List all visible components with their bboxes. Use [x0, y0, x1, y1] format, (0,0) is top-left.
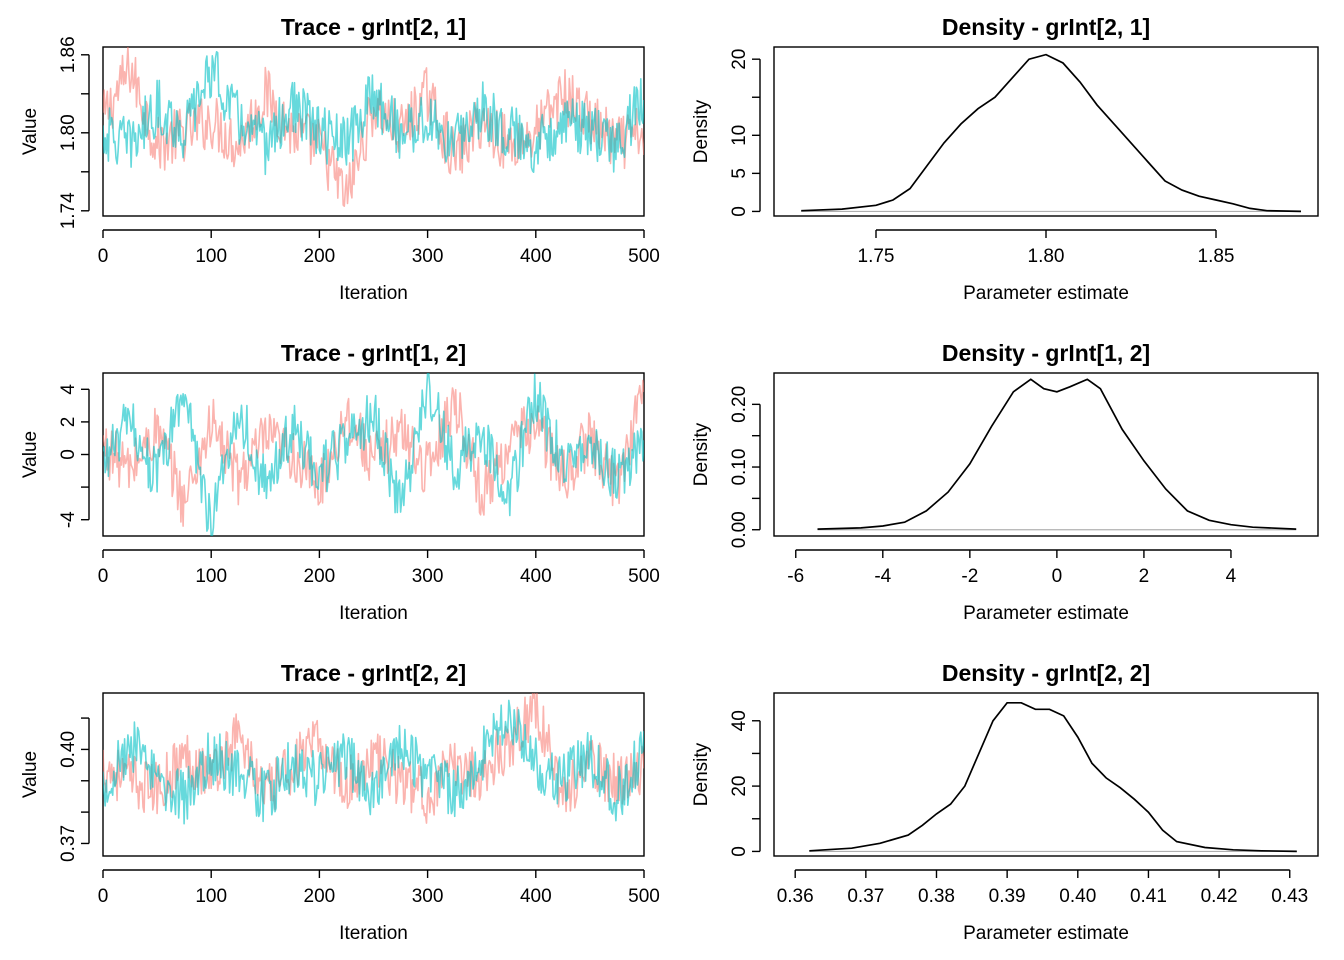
x-tick-label: 200: [304, 886, 336, 907]
x-axis-label: Iteration: [339, 603, 408, 624]
x-tick-label: 1.75: [858, 246, 895, 267]
x-tick-label: 500: [628, 886, 660, 907]
density-curve: [809, 701, 1297, 853]
x-tick-label: 100: [195, 566, 227, 587]
x-tick-label: 100: [195, 886, 227, 907]
y-tick-label: 0: [729, 206, 750, 217]
chart-title: Density - grInt[2, 2]: [942, 660, 1150, 686]
y-axis-label: Value: [20, 108, 41, 155]
x-axis-label: Parameter estimate: [963, 923, 1129, 944]
x-tick-label: 300: [412, 566, 444, 587]
x-tick-label: 0.39: [989, 886, 1026, 907]
x-tick-label: 0.37: [847, 886, 884, 907]
plot-frame: [773, 46, 1319, 217]
y-axis-label: Density: [691, 99, 712, 163]
panel-2: Density - grInt[2, 1] 1.75 1.80 1.85 Paramet…: [691, 14, 1319, 304]
x-tick-label: -4: [874, 566, 891, 587]
y-tick-label: 0: [729, 846, 750, 857]
panel-4: Density - grInt[1, 2] -6 -4 -2 0 2 4 Parameter …: [691, 340, 1319, 624]
chart-title: Trace - grInt[1, 2]: [281, 340, 466, 366]
chart-title: Trace - grInt[2, 2]: [281, 660, 466, 686]
chart-title: Density - grInt[2, 1]: [942, 14, 1150, 40]
density-curve: [801, 53, 1302, 213]
y-tick-label: 0.20: [729, 386, 750, 423]
y-tick-label: 2: [58, 417, 79, 428]
trace-series-chain-2: [103, 50, 644, 176]
x-tick-label: 0: [1052, 566, 1063, 587]
y-axis-label: Density: [691, 422, 712, 486]
x-tick-label: 0.41: [1130, 886, 1167, 907]
x-tick-label: 400: [520, 246, 552, 267]
y-tick-label: 0: [58, 449, 79, 460]
chart-title: Trace - grInt[2, 1]: [281, 14, 466, 40]
x-axis-label: Iteration: [339, 283, 408, 304]
y-axis-label: Value: [20, 431, 41, 478]
x-tick-label: 400: [520, 886, 552, 907]
x-tick-label: 2: [1139, 566, 1150, 587]
y-tick-label: 4: [58, 384, 79, 395]
y-axis-label: Density: [691, 742, 712, 806]
y-tick-label: 5: [729, 168, 750, 179]
trace-series-chain-2: [103, 373, 644, 536]
x-tick-label: 1.85: [1198, 246, 1235, 267]
y-tick-label: 20: [729, 49, 750, 70]
y-tick-label: 0.10: [729, 449, 750, 486]
x-tick-label: 0.40: [1059, 886, 1096, 907]
trace-series-chain-2: [103, 699, 644, 825]
x-tick-label: 0.43: [1271, 886, 1308, 907]
x-axis-label: Parameter estimate: [963, 603, 1129, 624]
x-tick-label: 100: [195, 246, 227, 267]
x-tick-label: 0: [98, 246, 109, 267]
x-tick-label: 300: [412, 886, 444, 907]
x-tick-label: 0.42: [1201, 886, 1238, 907]
y-tick-label: 20: [729, 776, 750, 797]
chart-title: Density - grInt[1, 2]: [942, 340, 1150, 366]
y-tick-label: 0.37: [58, 825, 79, 862]
y-tick-label: 0.00: [729, 511, 750, 548]
x-tick-label: 1.80: [1028, 246, 1065, 267]
y-tick-label: 1.74: [58, 192, 79, 229]
x-tick-label: 4: [1226, 566, 1237, 587]
y-tick-label: -4: [58, 511, 79, 528]
x-tick-label: 0: [98, 886, 109, 907]
x-tick-label: 500: [628, 246, 660, 267]
y-tick-label: 40: [729, 710, 750, 731]
y-axis-label: Value: [20, 751, 41, 798]
x-axis-label: Parameter estimate: [963, 283, 1129, 304]
x-tick-label: 300: [412, 246, 444, 267]
plot-frame: [773, 692, 1319, 857]
x-tick-label: 0: [98, 566, 109, 587]
y-tick-label: 1.86: [58, 36, 79, 73]
x-tick-label: 0.38: [918, 886, 955, 907]
x-tick-label: 200: [304, 566, 336, 587]
y-tick-label: 0.40: [58, 731, 79, 768]
panel-6: Density - grInt[2, 2] 0.36 0.37 0.38 0.39 0.4…: [691, 660, 1319, 944]
density-curve: [817, 378, 1297, 530]
panel-3: Trace - grInt[1, 2] 0 100 200 300 400 500 Itera…: [20, 340, 660, 624]
x-tick-label: 400: [520, 566, 552, 587]
panel-5: Trace - grInt[2, 2] 0 100 200 300 400 500 Itera…: [20, 660, 660, 944]
panel-1: Trace - grInt[2, 1] 0 100 200 300 400 500 Itera…: [20, 14, 660, 304]
x-tick-label: 500: [628, 566, 660, 587]
trace-series-chain-1: [103, 379, 644, 527]
trace-series-chain-1: [103, 693, 644, 824]
plot-frame: [773, 372, 1319, 537]
y-tick-label: 1.80: [58, 114, 79, 151]
x-axis-label: Iteration: [339, 923, 408, 944]
x-tick-label: 0.36: [777, 886, 814, 907]
x-tick-label: -6: [787, 566, 804, 587]
x-tick-label: -2: [961, 566, 978, 587]
y-tick-label: 10: [729, 125, 750, 146]
x-tick-label: 200: [304, 246, 336, 267]
